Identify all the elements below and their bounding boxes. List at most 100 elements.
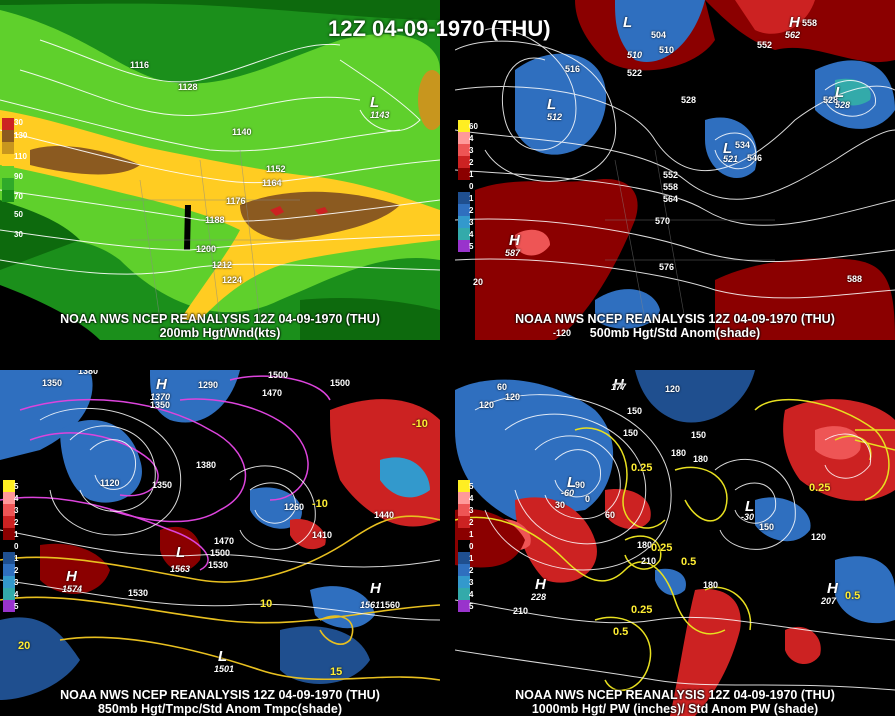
- low-value: -60: [561, 488, 575, 498]
- pw-label: 0.25: [651, 542, 673, 554]
- panel-1000mb: 5 4 3 2 1 0 1 2 3 4 5 60 120 150 120 150…: [455, 370, 895, 716]
- contour-label: 1350: [150, 400, 171, 410]
- contour-label: 150: [627, 406, 643, 416]
- contour-label: 570: [655, 216, 671, 226]
- high-value: 1561: [360, 600, 381, 610]
- contour-label: 1380: [78, 370, 99, 376]
- low-value: -30: [741, 512, 755, 522]
- contour-label: 504: [651, 30, 667, 40]
- caption-line1: NOAA NWS NCEP REANALYSIS 12Z 04-09-1970 …: [515, 688, 835, 702]
- low-value: 510: [627, 50, 643, 60]
- low-marker: L: [176, 544, 186, 561]
- contour-label: 1152: [266, 164, 286, 174]
- contour-label: 120: [811, 532, 827, 542]
- low-marker: L: [370, 94, 380, 111]
- legend-label: 70: [14, 192, 23, 201]
- legend-label: 1: [469, 170, 474, 179]
- contour-label: 1140: [232, 127, 252, 137]
- contour-label: 1188: [205, 215, 225, 225]
- high-value: 177: [611, 382, 627, 392]
- high-marker: H: [370, 580, 381, 597]
- contour-label: 1410: [312, 530, 333, 540]
- high-marker: H: [156, 376, 167, 393]
- contour-label: 1260: [284, 502, 305, 512]
- legend-label: 30: [14, 118, 23, 127]
- legend-label: 3: [469, 218, 474, 227]
- high-value: 207: [821, 596, 837, 606]
- contour-label: -120: [553, 328, 572, 338]
- contour-label: 120: [665, 384, 681, 394]
- legend-label: 3: [469, 146, 474, 155]
- temp-label: -10: [312, 498, 328, 510]
- high-marker: H: [509, 232, 520, 249]
- low-marker: L: [623, 14, 633, 31]
- low-marker: L: [745, 498, 755, 515]
- contour-label: 180: [693, 454, 709, 464]
- temp-label: 20: [18, 640, 31, 652]
- legend-label: 4: [14, 590, 19, 599]
- temp-label: -10: [412, 418, 428, 430]
- contour-label: 552: [757, 40, 773, 50]
- contour-label: 1470: [262, 388, 283, 398]
- temp-label: 10: [260, 598, 273, 610]
- high-value: 562: [785, 30, 801, 40]
- low-marker: L: [567, 474, 577, 491]
- legend-label: 3: [469, 578, 474, 587]
- contour-label: 528: [823, 95, 839, 105]
- map-1000mb: [455, 370, 895, 716]
- contour-label: 552: [663, 170, 679, 180]
- contour-label: 180: [703, 580, 719, 590]
- low-marker: L: [547, 96, 557, 113]
- map-500mb: [455, 0, 895, 340]
- contour-label: 576: [659, 262, 675, 272]
- legend-label: 4: [469, 230, 474, 239]
- caption-line1: NOAA NWS NCEP REANALYSIS 12Z 04-09-1970 …: [60, 688, 380, 702]
- high-marker: H: [613, 376, 624, 393]
- legend-label: 30: [14, 230, 23, 239]
- panel-500mb: 60 4 3 2 1 0 1 2 3 4 5 504 510 516 522 5…: [455, 0, 895, 340]
- caption-line1: NOAA NWS NCEP REANALYSIS 12Z 04-09-1970 …: [515, 312, 835, 326]
- pw-label: 0.25: [809, 482, 831, 494]
- caption-line2: 200mb Hgt/Wnd(kts): [159, 326, 281, 340]
- legend-label: 5: [14, 482, 19, 491]
- contour-label: 1176: [226, 196, 246, 206]
- map-850mb: [0, 370, 440, 716]
- legend-label: 90: [14, 172, 23, 181]
- contour-label: 1500: [330, 378, 351, 388]
- contour-label: 516: [565, 64, 581, 74]
- contour-label: 210: [641, 556, 657, 566]
- contour-label: 120: [505, 392, 521, 402]
- high-marker: H: [827, 580, 838, 597]
- panel-200mb: 30 130 110 90 70 50 30 1116 1128 1140 11…: [0, 0, 440, 340]
- contour-label: 150: [623, 428, 639, 438]
- legend-label: 1: [469, 554, 474, 563]
- temp-label: 15: [330, 666, 343, 678]
- legend-label: 5: [469, 602, 474, 611]
- panel-850mb: 5 4 3 2 1 0 1 2 3 4 5 1350 1380 1350 129…: [0, 370, 440, 716]
- legend-label: 1: [469, 530, 474, 539]
- low-marker: L: [723, 140, 733, 157]
- contour-label: 1530: [128, 588, 149, 598]
- low-value: 521: [723, 154, 739, 164]
- contour-label: 564: [663, 194, 679, 204]
- pw-label: 0.25: [631, 604, 653, 616]
- low-marker: L: [218, 648, 228, 665]
- legend-label: 2: [469, 566, 474, 575]
- contour-label: 180: [671, 448, 687, 458]
- low-value: 512: [547, 112, 563, 122]
- caption-line1: NOAA NWS NCEP REANALYSIS 12Z 04-09-1970 …: [60, 312, 380, 326]
- contour-label: 1200: [196, 244, 217, 254]
- high-value: 228: [531, 592, 547, 602]
- high-value: 1370: [150, 392, 171, 402]
- legend-500mb: [458, 120, 470, 252]
- legend-label: 3: [14, 506, 19, 515]
- legend-label: 1: [14, 530, 19, 539]
- low-marker: L: [835, 84, 845, 101]
- high-value: 1574: [62, 584, 83, 594]
- caption-line2: 850mb Hgt/Tmpc/Std Anom Tmpc(shade): [97, 702, 342, 716]
- legend-label: 0: [14, 542, 19, 551]
- low-value: 1563: [170, 564, 191, 574]
- contour-label: 522: [627, 68, 643, 78]
- legend-200mb: [2, 118, 14, 202]
- legend-label: 0: [469, 182, 474, 191]
